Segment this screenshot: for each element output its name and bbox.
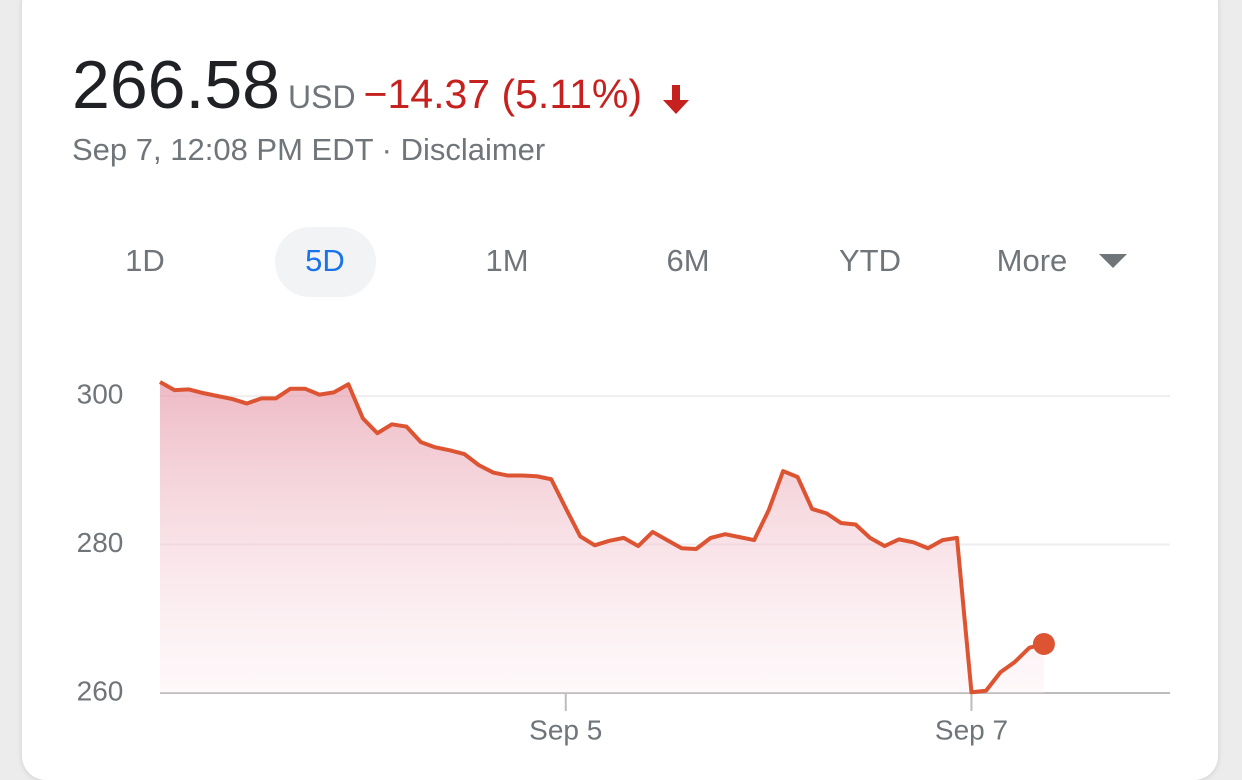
x-tick-label: Sep 7 bbox=[935, 714, 1008, 745]
tab[interactable]: 5D bbox=[305, 243, 345, 278]
tab[interactable]: 1D bbox=[125, 243, 165, 278]
tab[interactable]: YTD bbox=[839, 243, 901, 278]
current-point bbox=[1032, 633, 1055, 656]
change: −14.37 (5.11%) bbox=[363, 71, 642, 117]
dropdown-icon bbox=[1099, 254, 1127, 268]
price: 266.58 bbox=[72, 47, 280, 123]
chart: 1D 5D 1M 6M YTD More 260 280 300 Sep 5 Sep 7 bbox=[77, 227, 1170, 745]
y-tick-label: 280 bbox=[77, 527, 124, 558]
separator: · bbox=[381, 132, 392, 167]
down-arrow bbox=[663, 84, 690, 114]
price-header: 266.58 USD −14.37 (5.11%) bbox=[72, 46, 690, 124]
y-tick-label: 300 bbox=[77, 379, 124, 410]
x-tick-label: Sep 5 bbox=[529, 714, 602, 745]
price-line bbox=[159, 380, 1045, 695]
area bbox=[160, 382, 1044, 693]
disclaimer-link[interactable]: Disclaimer bbox=[400, 132, 546, 167]
y-tick-label: 260 bbox=[77, 675, 124, 706]
timestamp: Sep 7, 12:08 PM EDT bbox=[72, 132, 373, 167]
page: 266.58 USD −14.37 (5.11%) Sep 7, 12:08 PM … bbox=[22, 0, 1218, 780]
tab-highlight bbox=[275, 227, 376, 297]
tab[interactable]: 6M bbox=[666, 243, 709, 278]
subtitle: Sep 7, 12:08 PM EDT · Disclaimer bbox=[72, 132, 545, 168]
tab[interactable]: More bbox=[997, 243, 1068, 278]
currency: USD bbox=[287, 79, 356, 115]
tab[interactable]: 1M bbox=[485, 243, 528, 278]
